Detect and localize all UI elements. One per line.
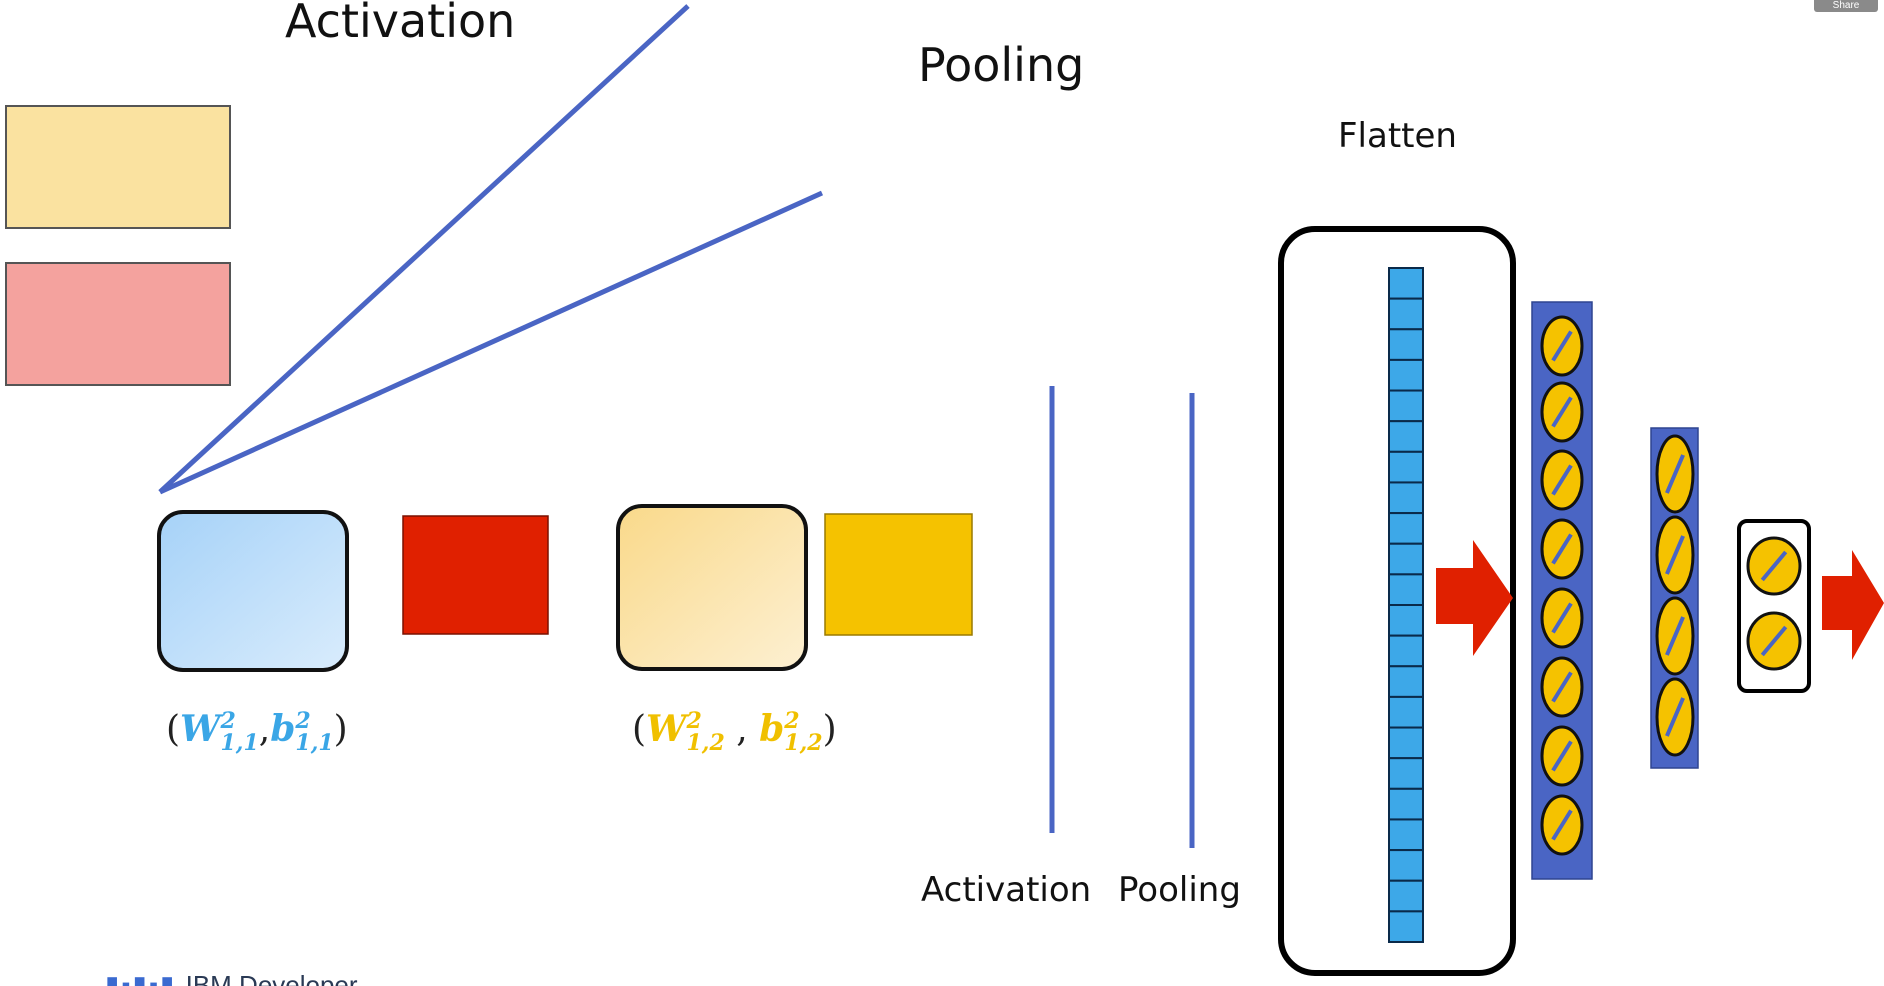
dense-layer-2-neurons xyxy=(1655,434,1695,757)
flatten-cell xyxy=(1388,573,1424,607)
neuron xyxy=(1540,656,1584,718)
neuron-slash xyxy=(1665,454,1685,494)
formula-weights-bias-1: (W 2 1,1 ,b 2 1,1) xyxy=(166,708,348,756)
formula-weights-bias-2: (W 2 1,2 , b 2 1,2) xyxy=(632,708,837,756)
blue-filter xyxy=(157,510,349,672)
flatten-cell xyxy=(1388,818,1424,852)
neuron-slash xyxy=(1665,535,1685,575)
share-button[interactable]: Share xyxy=(1814,0,1878,12)
neuron-slash xyxy=(1551,396,1573,428)
brand-logo: ▮▪▮▪▮ IBM Developer xyxy=(105,970,358,986)
neuron xyxy=(1655,596,1695,676)
neuron xyxy=(1746,611,1802,671)
neuron xyxy=(1540,449,1584,511)
pooling-title: Pooling xyxy=(918,38,1085,92)
flatten-cell xyxy=(1388,267,1424,300)
red-arrow-1 xyxy=(1436,540,1513,656)
flatten-cell xyxy=(1388,450,1424,484)
yellow-square xyxy=(824,513,973,636)
diagonal-line-upper xyxy=(158,4,690,494)
neuron xyxy=(1655,515,1695,595)
flatten-cell xyxy=(1388,665,1424,698)
flatten-cell xyxy=(1388,879,1424,913)
yellow-filter xyxy=(616,504,808,671)
neuron-slash xyxy=(1551,671,1573,703)
neuron xyxy=(1540,794,1584,856)
brand-logo-mark: ▮▪▮▪▮ xyxy=(105,970,186,986)
flatten-cell xyxy=(1388,358,1424,392)
dense-layer-2 xyxy=(1650,427,1699,769)
flatten-label: Flatten xyxy=(1338,116,1457,156)
neuron xyxy=(1540,587,1584,649)
neuron-slash xyxy=(1665,616,1685,656)
neuron-slash xyxy=(1551,809,1573,841)
neuron xyxy=(1655,677,1695,757)
yellow-feature-map xyxy=(5,105,231,229)
neuron xyxy=(1746,536,1802,596)
flatten-cell xyxy=(1388,328,1424,361)
neuron-slash xyxy=(1665,697,1685,737)
neuron-slash xyxy=(1551,533,1573,565)
flatten-cell xyxy=(1388,910,1424,944)
diagonal-line-lower xyxy=(158,190,824,495)
neuron xyxy=(1540,518,1584,580)
dense-layer-1-neurons xyxy=(1540,315,1584,856)
flatten-cell xyxy=(1388,389,1424,423)
flatten-cell xyxy=(1388,512,1424,545)
pink-feature-map xyxy=(5,262,231,386)
activation-title: Activation xyxy=(285,0,516,48)
activation-label: Activation xyxy=(921,870,1092,910)
flatten-cell xyxy=(1388,542,1424,576)
neuron-slash xyxy=(1551,330,1573,362)
flatten-cell xyxy=(1388,849,1424,882)
brand-logo-text: IBM Developer xyxy=(185,970,358,986)
dense-layer-1 xyxy=(1531,301,1593,880)
neuron-slash xyxy=(1551,740,1573,772)
flatten-box xyxy=(1278,226,1516,976)
neuron-slash xyxy=(1551,602,1573,634)
neuron-slash xyxy=(1551,464,1573,496)
flatten-cell xyxy=(1388,420,1424,453)
neuron xyxy=(1540,315,1584,377)
flatten-cell xyxy=(1388,695,1424,729)
flatten-cell xyxy=(1388,726,1424,760)
neuron xyxy=(1540,381,1584,443)
flatten-cell xyxy=(1388,481,1424,515)
flatten-cell xyxy=(1388,604,1424,637)
flatten-cell xyxy=(1388,297,1424,331)
neuron xyxy=(1655,434,1695,514)
output-layer xyxy=(1737,519,1811,693)
pooling-label: Pooling xyxy=(1118,870,1241,910)
flatten-cell xyxy=(1388,757,1424,790)
neuron-slash xyxy=(1760,625,1788,657)
neuron xyxy=(1540,725,1584,787)
flatten-cell xyxy=(1388,634,1424,668)
flatten-cell xyxy=(1388,787,1424,821)
red-square xyxy=(402,515,549,635)
red-arrow-2 xyxy=(1822,550,1884,660)
flatten-vector xyxy=(1388,267,1424,944)
output-layer-neurons xyxy=(1746,536,1802,671)
neuron-slash xyxy=(1760,550,1788,582)
